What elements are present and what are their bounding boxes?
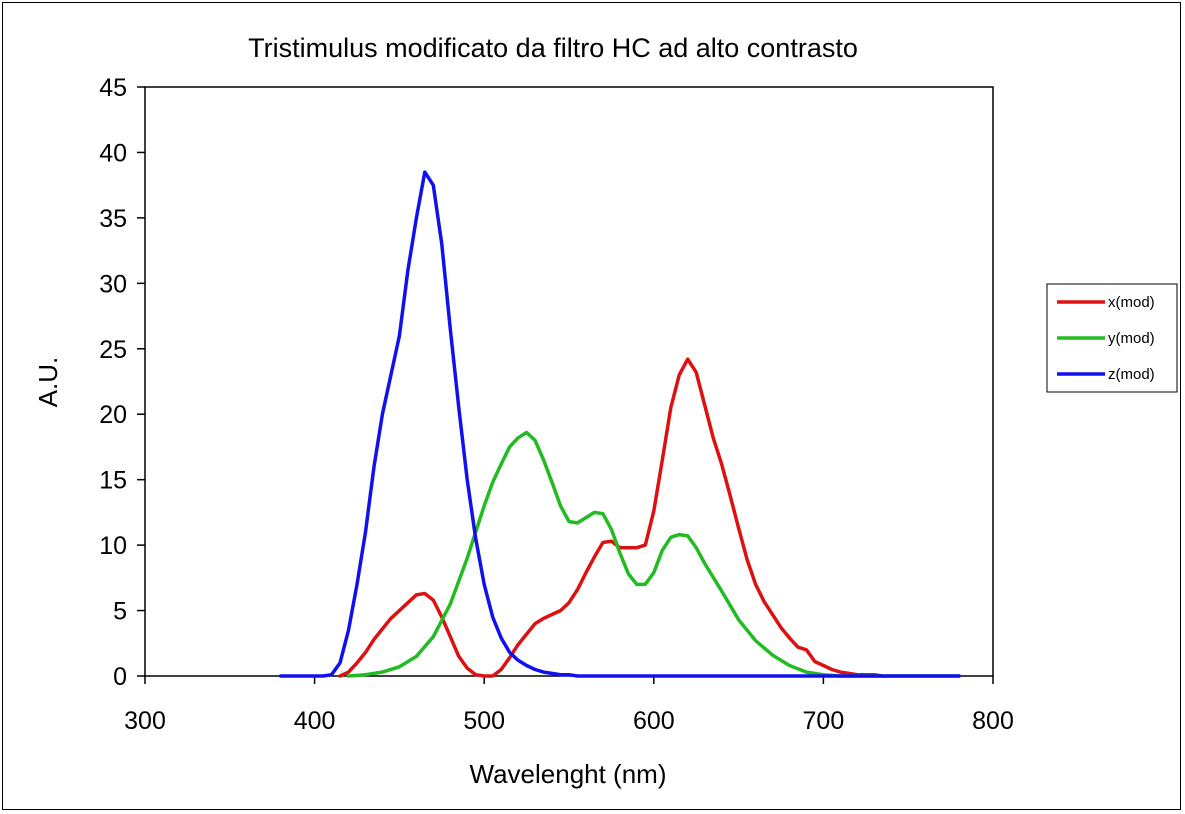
y-tick-label: 40 <box>99 139 127 167</box>
plot-area-border <box>144 86 994 677</box>
y-tick-label: 25 <box>99 336 127 364</box>
x-tick-label: 800 <box>972 707 1014 735</box>
plot-axes: 300 400 500 600 700 800 0 5 10 15 20 25 30 35 40 45 <box>99 74 1014 735</box>
x-tick-label: 600 <box>633 707 675 735</box>
x-tick-label: 400 <box>294 707 336 735</box>
y-tick-label: 15 <box>99 467 127 495</box>
y-tick-label: 0 <box>113 663 127 691</box>
y-tick-label: 20 <box>99 401 127 429</box>
x-tick-label: 500 <box>463 707 505 735</box>
legend-label-x-mod: x(mod) <box>1108 294 1155 311</box>
x-tick-label: 300 <box>124 707 166 735</box>
y-tick-label: 5 <box>113 598 127 626</box>
x-axis-label: Wavelenght (nm) <box>470 759 667 789</box>
legend: x(mod) y(mod) z(mod) <box>1046 283 1178 393</box>
chart-title: Tristimulus modificato da filtro HC ad a… <box>248 33 858 63</box>
y-tick-label: 45 <box>99 74 127 102</box>
legend-label-z-mod: z(mod) <box>1108 366 1155 383</box>
x-tick-label: 700 <box>803 707 845 735</box>
series-line-z-mod <box>278 170 961 678</box>
y-tick-label: 35 <box>99 205 127 233</box>
series-line-x-mod <box>338 357 885 678</box>
y-tick-label: 30 <box>99 270 127 298</box>
y-axis-label: A.U. <box>33 357 63 408</box>
series-layer <box>278 170 961 678</box>
series-line-y-mod <box>346 430 961 678</box>
y-tick-label: 10 <box>99 532 127 560</box>
legend-label-y-mod: y(mod) <box>1108 330 1155 347</box>
